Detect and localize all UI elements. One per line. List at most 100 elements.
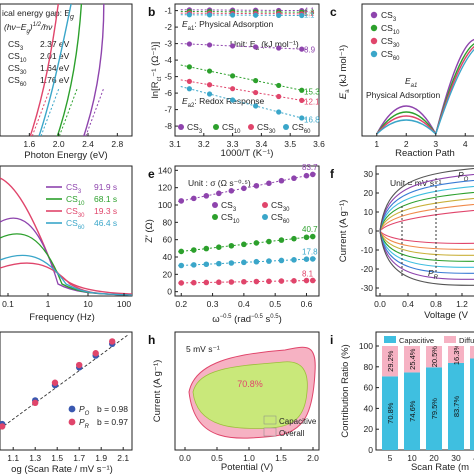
- b-point-lower-CS3: [186, 41, 192, 47]
- a-onset-line-CS10: [58, 87, 78, 137]
- e-sigma-CS10: 40.7: [302, 225, 318, 234]
- e-point-CS10: [228, 242, 235, 249]
- f-xtick-label: 0.8: [430, 299, 442, 309]
- c-panel-label: c: [330, 5, 337, 19]
- b-ytick-label: -6: [164, 88, 172, 98]
- f-ytick-label: 30: [364, 169, 374, 179]
- e-legend-2: CS10: [221, 212, 240, 225]
- i-bar-capacitive-0: [382, 376, 398, 450]
- b-point-lower-CS30: [253, 89, 259, 96]
- b-point-lower-CS3: [299, 46, 305, 52]
- c-legend-1: CS10: [381, 23, 400, 36]
- e-point-CS3: [266, 180, 272, 187]
- b-lower-value-1: 15.3: [304, 87, 320, 96]
- b-point-lower-CS30: [186, 78, 192, 84]
- b-point-lower-CS10: [299, 87, 305, 93]
- a-legend-value-2: 1.64 eV: [40, 63, 70, 73]
- i-ytick-label: 100: [359, 341, 373, 351]
- f-xlabel: Voltage (V: [424, 310, 468, 321]
- i-xtick-label: 5: [388, 453, 393, 463]
- g-point-PR: [32, 399, 39, 406]
- e-point-CS3: [309, 171, 316, 178]
- f-xtick-label: 1.2: [456, 299, 468, 309]
- i-bar-capacitive-2: [426, 367, 442, 450]
- e-point-CS3: [216, 190, 222, 197]
- g-point-PR: [0, 423, 6, 430]
- e-point-CS3: [291, 175, 297, 182]
- e-point-CS60: [228, 260, 235, 266]
- b-lower-value-2: 12.1: [304, 97, 320, 106]
- g-legend-b-0: b = 0.98: [97, 404, 128, 414]
- i-ytick-label: 40: [364, 403, 374, 413]
- e-point-CS60: [178, 262, 185, 269]
- c-legend-marker-0: [370, 11, 378, 19]
- i-ytick-label: 0: [368, 445, 373, 455]
- b-fit-upper-CS3: [180, 9, 308, 12]
- e-point-CS10: [303, 234, 310, 241]
- b-ticks: 3.1 3.2 3.3 3.4 3.5 3.6 -1 -2 -3 -4 -5 -6 -7 -8: [164, 6, 325, 149]
- e-point-CS3: [228, 188, 235, 194]
- e-legend-1: CS30: [271, 200, 290, 213]
- e-point-CS10: [241, 241, 247, 248]
- e-ytick-label: 60: [163, 235, 173, 245]
- i-legend-0: Capacitive: [399, 336, 434, 345]
- g-legend-marker-1: [68, 418, 76, 426]
- e-point-CS10: [309, 233, 316, 240]
- b-ytick-label: -2: [164, 22, 172, 32]
- e-point-CS60: [309, 256, 316, 262]
- e-sigma-CS3: 83.7: [302, 163, 318, 172]
- a-xlabel: Photon Energy (eV): [24, 150, 107, 161]
- b-ea2-label: Ea2: Redox Response: [182, 96, 265, 109]
- i-xlabel: Scan Rate (m: [411, 462, 469, 473]
- d-legend-1: CS10: [66, 194, 85, 207]
- h-legend-0: Capacitive: [279, 417, 317, 426]
- panel-e: e Z′ (Ω) Unit : σ (Ω s⁻⁰·⁵) 83.7 40.7 17.8…: [144, 163, 320, 325]
- e-fit-CS60: [178, 258, 316, 267]
- g-point-PR: [51, 379, 59, 386]
- e-point-CS60: [278, 257, 285, 264]
- d-xtick-label: 100: [117, 299, 131, 309]
- e-legend-marker-1: [262, 202, 268, 208]
- g-xtick-label: 1.1: [7, 453, 19, 463]
- g-ticks: 1.1 1.3 1.5 1.7 1.9 2.1: [7, 447, 129, 463]
- b-xtick-label: 3.2: [198, 139, 210, 149]
- c-xtick-label: 1: [374, 139, 379, 149]
- e-xtick-label: 0.4: [238, 299, 250, 309]
- e-xtick-label: 0.6: [301, 299, 313, 309]
- e-ytick-label: 0: [167, 287, 172, 297]
- c-legend-marker-2: [370, 37, 378, 45]
- d-xlabel: Frequency (Hz): [29, 312, 94, 323]
- b-point-lower-CS3: [230, 43, 236, 49]
- h-xtick-label: 1.5: [275, 453, 287, 463]
- g-legend-b-1: b = 0.97: [97, 417, 128, 427]
- f-ytick-label: 0: [368, 226, 373, 236]
- e-point-CS30: [291, 278, 297, 284]
- d-curve-2: [0, 262, 133, 296]
- h-legend-swatch-1: [263, 427, 277, 437]
- c-xtick-label: 3: [433, 139, 438, 149]
- c-legend-2: CS30: [381, 36, 400, 49]
- c-legend-3: CS60: [381, 49, 400, 62]
- e-point-CS30: [178, 280, 185, 286]
- b-point-lower-CS30: [206, 82, 213, 88]
- d-curves: [0, 177, 133, 296]
- b-fit-lower-CS30: [180, 79, 308, 102]
- e-unit: Unit : σ (Ω s⁻⁰·⁵): [188, 178, 251, 188]
- e-point-CS30: [266, 278, 272, 285]
- a-onset-line-CS3: [85, 87, 105, 137]
- a-curve-CS10: [56, 3, 83, 137]
- b-legend-marker-0: [178, 124, 184, 130]
- g-xtick-label: 1.5: [51, 453, 63, 463]
- b-lower-value-0: 8.9: [304, 45, 316, 54]
- a-xtick-label: 2.0: [53, 139, 65, 149]
- h-ylabel: Current (A g⁻¹): [152, 360, 163, 423]
- e-point-CS60: [291, 257, 297, 263]
- c-xtick-label: 2: [404, 139, 409, 149]
- a-legend-1: CS10: [8, 51, 27, 64]
- panel-d-frame: [0, 165, 133, 297]
- f-ytick-label: 10: [364, 207, 374, 217]
- e-point-CS30: [309, 277, 316, 284]
